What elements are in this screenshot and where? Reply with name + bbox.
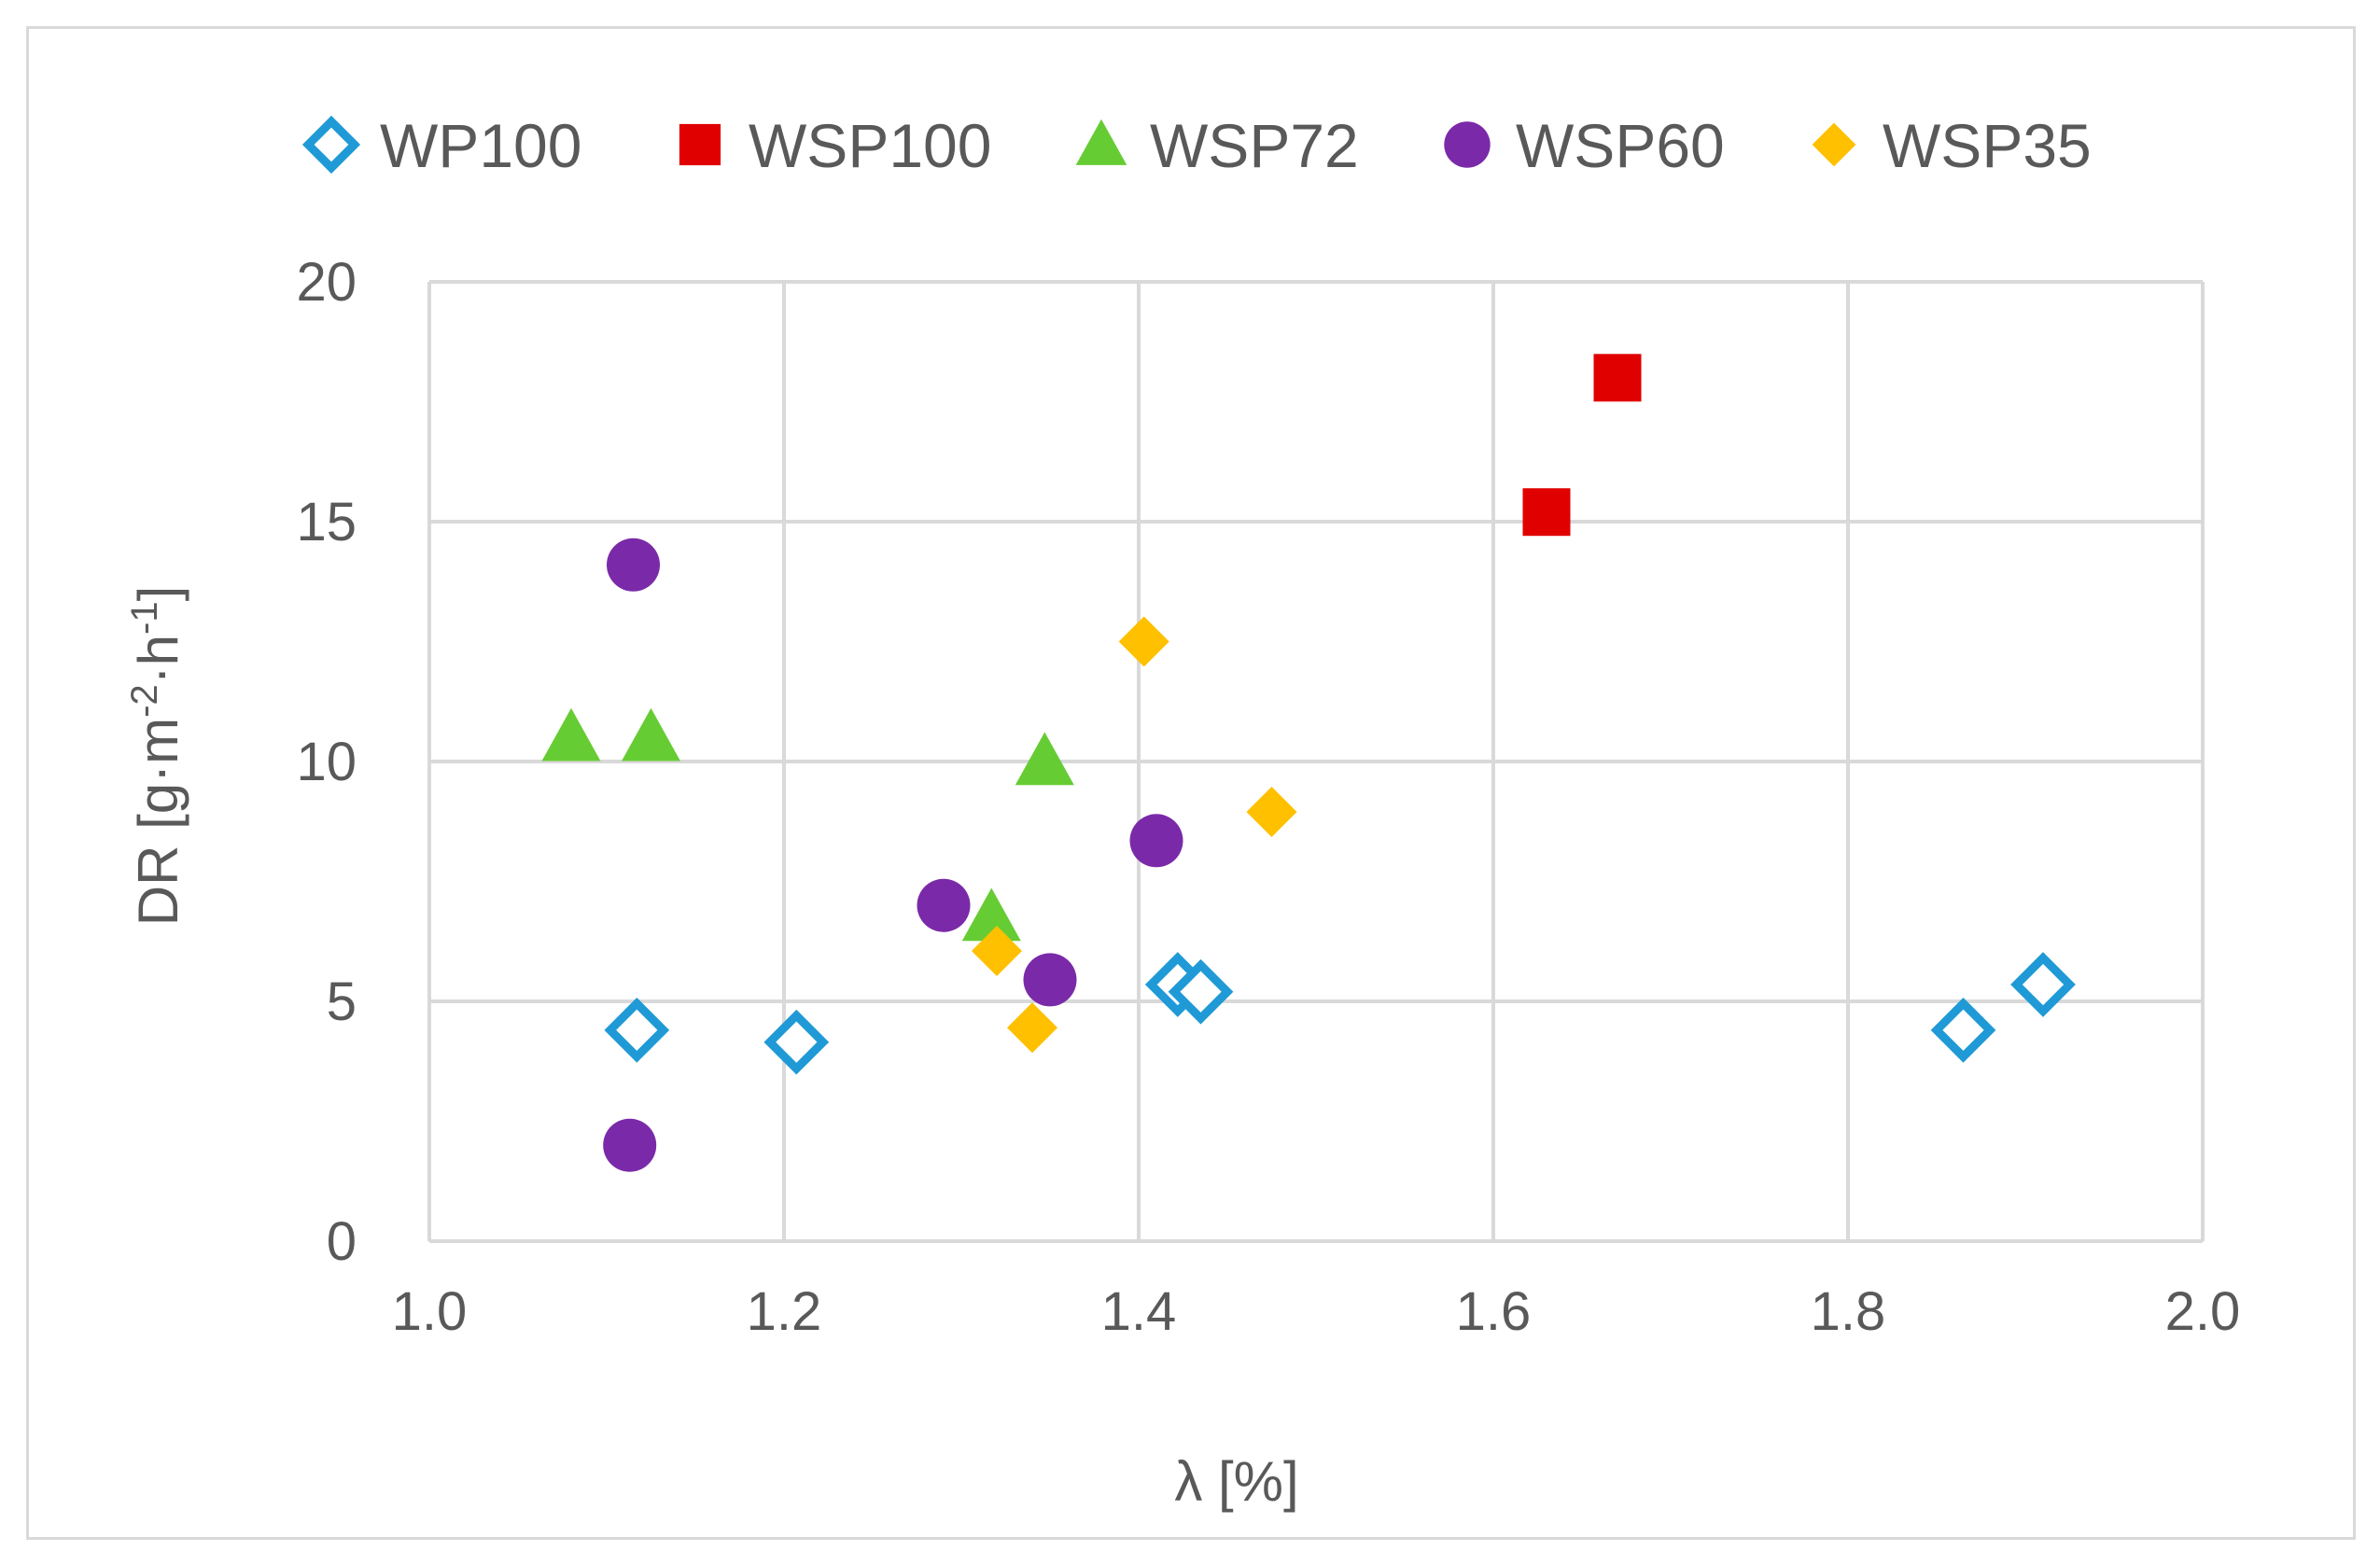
y-axis-title-mid: ·h xyxy=(127,635,189,684)
y-tick-label: 20 xyxy=(296,252,357,313)
x-axis-title: λ [%] xyxy=(1174,1450,1298,1513)
data-point-wsp35 xyxy=(972,926,1022,977)
y-axis-title-main: DR [g·m xyxy=(127,718,189,926)
y-axis-title: DR [g·m-2·h-1] xyxy=(124,586,189,927)
data-point-wsp100 xyxy=(1522,488,1571,537)
data-point-wsp72 xyxy=(622,707,680,762)
x-tick-label: 2.0 xyxy=(2165,1281,2241,1342)
y-tick-label: 0 xyxy=(327,1211,357,1272)
series-wsp100 xyxy=(1522,354,1642,537)
data-point-wsp35 xyxy=(1118,616,1169,667)
y-axis-title-sup2: -1 xyxy=(124,601,165,635)
grid-layer xyxy=(427,280,2205,1243)
data-point-wsp60 xyxy=(603,1118,657,1172)
chart-frame xyxy=(26,26,2356,1540)
legend-marker-wsp35 xyxy=(1812,122,1856,167)
x-tick-label: 1.6 xyxy=(1456,1281,1532,1342)
y-axis-title-sup1: -2 xyxy=(124,684,165,718)
legend-item-wsp100: WSP100 xyxy=(679,111,991,180)
x-axis-ticks: 1.0 1.2 1.4 1.6 1.8 2.0 xyxy=(392,1281,2241,1342)
data-point-wsp72 xyxy=(961,887,1021,942)
data-point-wsp72 xyxy=(541,707,601,762)
data-point-wsp60 xyxy=(917,878,971,932)
data-point-wp100 xyxy=(2010,952,2076,1017)
data-point-wsp35 xyxy=(1007,1002,1057,1054)
data-point-wp100 xyxy=(763,1009,830,1075)
legend-item-wsp60: WSP60 xyxy=(1444,111,1725,180)
legend-marker-wsp72 xyxy=(1075,119,1127,165)
legend-marker-wp100 xyxy=(301,115,361,175)
series-wp100 xyxy=(604,952,2076,1075)
legend-marker-wsp100 xyxy=(679,123,721,166)
data-point-wsp60 xyxy=(607,538,660,592)
legend-label: WSP35 xyxy=(1883,111,2092,180)
legend-label: WSP60 xyxy=(1516,111,1725,180)
y-axis-title-end: ] xyxy=(127,586,189,602)
y-tick-label: 10 xyxy=(296,732,357,792)
data-point-wsp60 xyxy=(1023,953,1077,1007)
data-point-wsp35 xyxy=(1246,786,1297,837)
data-point-wsp72 xyxy=(1015,732,1074,786)
data-point-wsp60 xyxy=(1129,814,1183,868)
x-tick-label: 1.4 xyxy=(1101,1281,1177,1342)
series-wsp35 xyxy=(972,616,1297,1054)
series-wsp72 xyxy=(541,707,1074,942)
data-point-wp100 xyxy=(604,997,670,1063)
legend-item-wp100: WP100 xyxy=(301,111,581,180)
legend-label: WSP72 xyxy=(1150,111,1359,180)
x-tick-label: 1.2 xyxy=(747,1281,822,1342)
data-point-wp100 xyxy=(1930,997,1996,1063)
legend-item-wsp35: WSP35 xyxy=(1812,111,2092,180)
legend-label: WP100 xyxy=(380,111,581,180)
data-point-wsp100 xyxy=(1593,354,1642,402)
series-wsp60 xyxy=(603,538,1183,1172)
y-axis-ticks: 0 5 10 15 20 xyxy=(296,252,357,1272)
legend-marker-wsp60 xyxy=(1444,121,1491,168)
x-tick-label: 1.8 xyxy=(1811,1281,1886,1342)
legend-label: WSP100 xyxy=(749,111,991,180)
data-points xyxy=(541,354,2076,1172)
legend: WP100 WSP100 WSP72 WSP60 WSP35 xyxy=(301,111,2092,180)
data-point-wp100 xyxy=(1168,958,1234,1025)
y-tick-label: 15 xyxy=(296,492,357,552)
y-tick-label: 5 xyxy=(327,971,357,1032)
x-tick-label: 1.0 xyxy=(392,1281,468,1342)
legend-item-wsp72: WSP72 xyxy=(1075,111,1359,180)
